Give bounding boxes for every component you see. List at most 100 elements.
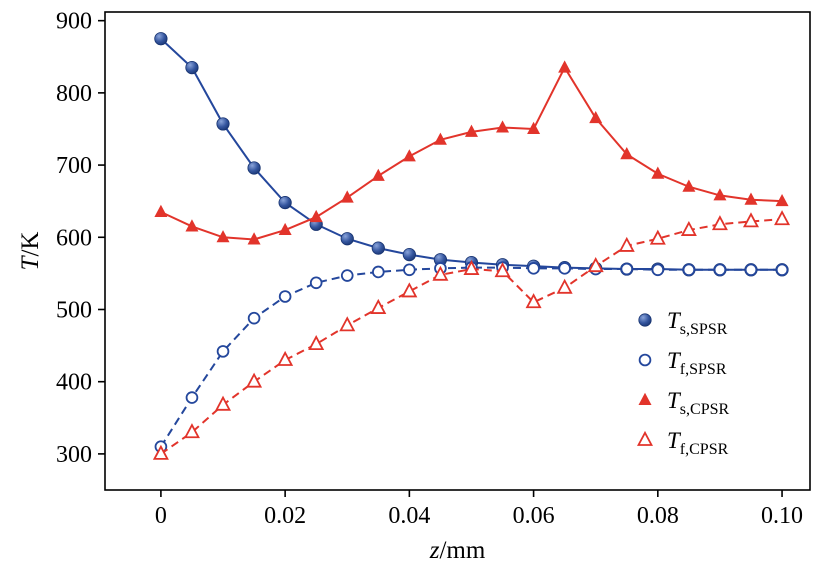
legend: Ts,SPSR Tf,SPSR Ts,CPSR Tf,CPSR (637, 308, 729, 458)
y-tick-label: 900 (56, 9, 92, 35)
marker-triangle-filled (464, 124, 478, 137)
marker-triangle-filled (775, 193, 789, 207)
marker-triangle-open (370, 298, 387, 314)
y-tick-label: 300 (56, 442, 92, 468)
marker-circle-open (527, 262, 540, 275)
marker-triangle-open (432, 265, 449, 281)
marker-triangle-filled (154, 204, 168, 218)
marker-triangle-open (183, 423, 200, 439)
marker-triangle-open (774, 210, 791, 226)
marker-triangle-open (742, 212, 759, 228)
legend-item-Ts_SPSR: Ts,SPSR (638, 308, 728, 338)
marker-circle-filled (638, 313, 652, 327)
series-Ts_CPSR (154, 60, 789, 245)
legend-label: Tf,CPSR (667, 428, 729, 458)
marker-circle-open (216, 345, 230, 358)
marker-triangle-filled (496, 120, 510, 133)
marker-triangle-open (525, 293, 542, 309)
marker-triangle-open (463, 259, 480, 275)
marker-triangle-filled (402, 149, 416, 162)
x-tick-label: 0.10 (761, 503, 803, 529)
marker-circle-open (340, 269, 354, 282)
marker-triangle-filled (433, 132, 447, 145)
legend-label: Tf,SPSR (667, 348, 727, 378)
marker-circle-filled (216, 117, 230, 131)
marker-triangle-filled (682, 179, 696, 192)
marker-circle-filled (278, 196, 292, 210)
x-tick-label: 0.04 (388, 503, 430, 529)
marker-triangle-open (401, 282, 418, 298)
marker-triangle-filled (247, 232, 261, 245)
marker-triangle-open (494, 262, 511, 278)
legend-item-Tf_CPSR: Tf,CPSR (637, 428, 729, 458)
marker-triangle-filled (638, 392, 652, 405)
y-axis: 300 400 500 600 700 800 900 (56, 9, 105, 468)
marker-triangle-open (587, 257, 604, 273)
legend-item-Ts_CPSR: Ts,CPSR (638, 388, 729, 418)
marker-triangle-open (152, 444, 169, 460)
marker-circle-filled (340, 232, 354, 246)
marker-triangle-open (277, 350, 294, 366)
marker-triangle-filled (620, 147, 634, 160)
marker-triangle-open (649, 229, 666, 245)
legend-item-Tf_SPSR: Tf,SPSR (638, 348, 727, 378)
x-tick-label: 0.08 (637, 503, 679, 529)
legend-label: Ts,SPSR (667, 308, 728, 338)
marker-circle-open (278, 290, 292, 303)
marker-circle-open (651, 263, 665, 277)
marker-triangle-filled (278, 222, 292, 236)
marker-circle-filled (402, 248, 416, 262)
marker-triangle-filled (589, 110, 603, 124)
y-tick-label: 600 (56, 225, 92, 251)
marker-circle-open (185, 391, 199, 404)
y-tick-label: 500 (56, 297, 92, 323)
y-tick-label: 800 (56, 81, 92, 107)
marker-triangle-filled (744, 192, 758, 205)
marker-triangle-open (215, 395, 232, 411)
x-axis: 0 0.02 0.04 0.06 0.08 0.10 (155, 490, 803, 529)
marker-triangle-filled (340, 190, 354, 203)
x-tick-label: 0.06 (513, 503, 555, 529)
marker-circle-open (247, 311, 261, 325)
series-Tf_CPSR (152, 210, 791, 460)
marker-triangle-filled (185, 219, 199, 232)
marker-triangle-open (618, 236, 635, 252)
marker-triangle-open (308, 335, 325, 351)
marker-circle-filled (185, 60, 199, 75)
marker-triangle-filled (309, 209, 323, 223)
marker-triangle-open (711, 215, 728, 231)
marker-triangle-filled (216, 230, 230, 243)
y-axis-title: T/K (17, 232, 44, 271)
marker-circle-open (558, 262, 571, 275)
legend-label: Ts,CPSR (667, 388, 729, 418)
marker-circle-open (775, 263, 789, 277)
marker-triangle-open (680, 220, 697, 236)
marker-triangle-filled (651, 166, 665, 179)
marker-circle-open (372, 265, 385, 279)
marker-circle-filled (371, 241, 385, 255)
x-tick-label: 0.02 (264, 503, 306, 529)
x-axis-title: z/mm (429, 537, 486, 564)
marker-circle-open (638, 353, 652, 367)
marker-triangle-open (246, 372, 263, 388)
marker-triangle-open (339, 316, 356, 332)
x-tick-label: 0 (155, 503, 167, 529)
marker-triangle-filled (713, 188, 727, 201)
marker-circle-open (744, 263, 758, 277)
marker-triangle-open (556, 278, 573, 294)
marker-triangle-open (637, 430, 653, 446)
marker-circle-open (620, 262, 634, 276)
marker-triangle-filled (527, 121, 541, 134)
marker-circle-filled (247, 161, 261, 175)
y-tick-label: 400 (56, 370, 92, 396)
marker-triangle-filled (558, 60, 572, 73)
series-line-Tf_SPSR (160, 266, 783, 448)
marker-circle-open (403, 263, 416, 277)
marker-circle-open (713, 263, 727, 277)
marker-triangle-filled (371, 168, 385, 181)
y-tick-label: 700 (56, 153, 92, 179)
marker-circle-open (682, 263, 696, 277)
marker-circle-open (309, 276, 323, 290)
